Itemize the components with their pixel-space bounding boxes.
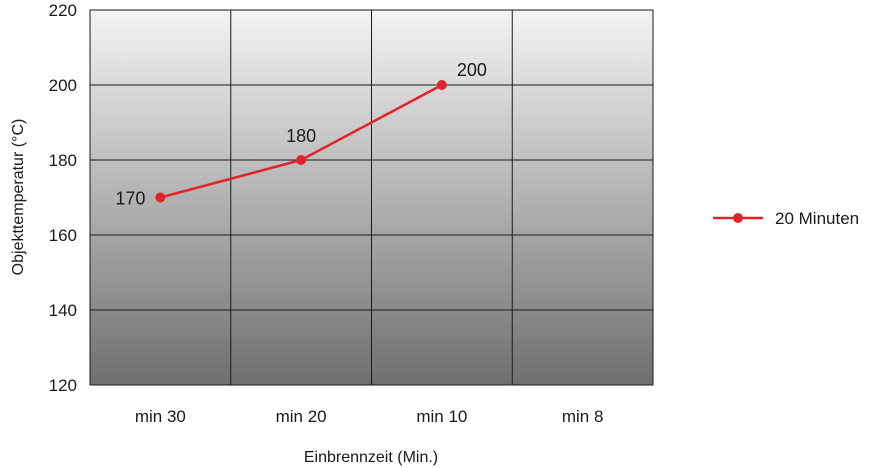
data-point xyxy=(436,80,447,90)
data-point xyxy=(155,192,166,203)
data-label: 180 xyxy=(286,126,316,146)
y-tick-label: 120 xyxy=(49,376,77,395)
x-tick-label: min 10 xyxy=(416,407,467,426)
y-axis-title: Objekttemperatur (°C) xyxy=(10,119,27,276)
series-layer: 170 180 200 xyxy=(115,60,487,209)
y-tick-label: 180 xyxy=(49,151,77,170)
legend-label: 20 Minuten xyxy=(775,209,859,228)
data-point xyxy=(296,155,307,165)
y-axis-ticks: 120 140 160 180 200 220 xyxy=(49,1,77,395)
plot-frame xyxy=(89,9,654,386)
x-axis-ticks: min 30 min 20 min 10 min 8 xyxy=(135,407,604,426)
x-tick-label: min 8 xyxy=(562,407,604,426)
data-label: 200 xyxy=(457,60,487,80)
legend-marker xyxy=(733,213,743,223)
y-tick-label: 220 xyxy=(49,1,77,20)
y-tick-label: 200 xyxy=(49,76,77,95)
data-label: 170 xyxy=(115,189,145,209)
x-tick-label: min 30 xyxy=(135,407,186,426)
x-axis-title: Einbrennzeit (Min.) xyxy=(304,449,438,466)
x-tick-label: min 20 xyxy=(276,407,327,426)
legend: 20 Minuten xyxy=(713,209,859,228)
y-tick-label: 140 xyxy=(49,301,77,320)
y-tick-label: 160 xyxy=(49,226,77,245)
